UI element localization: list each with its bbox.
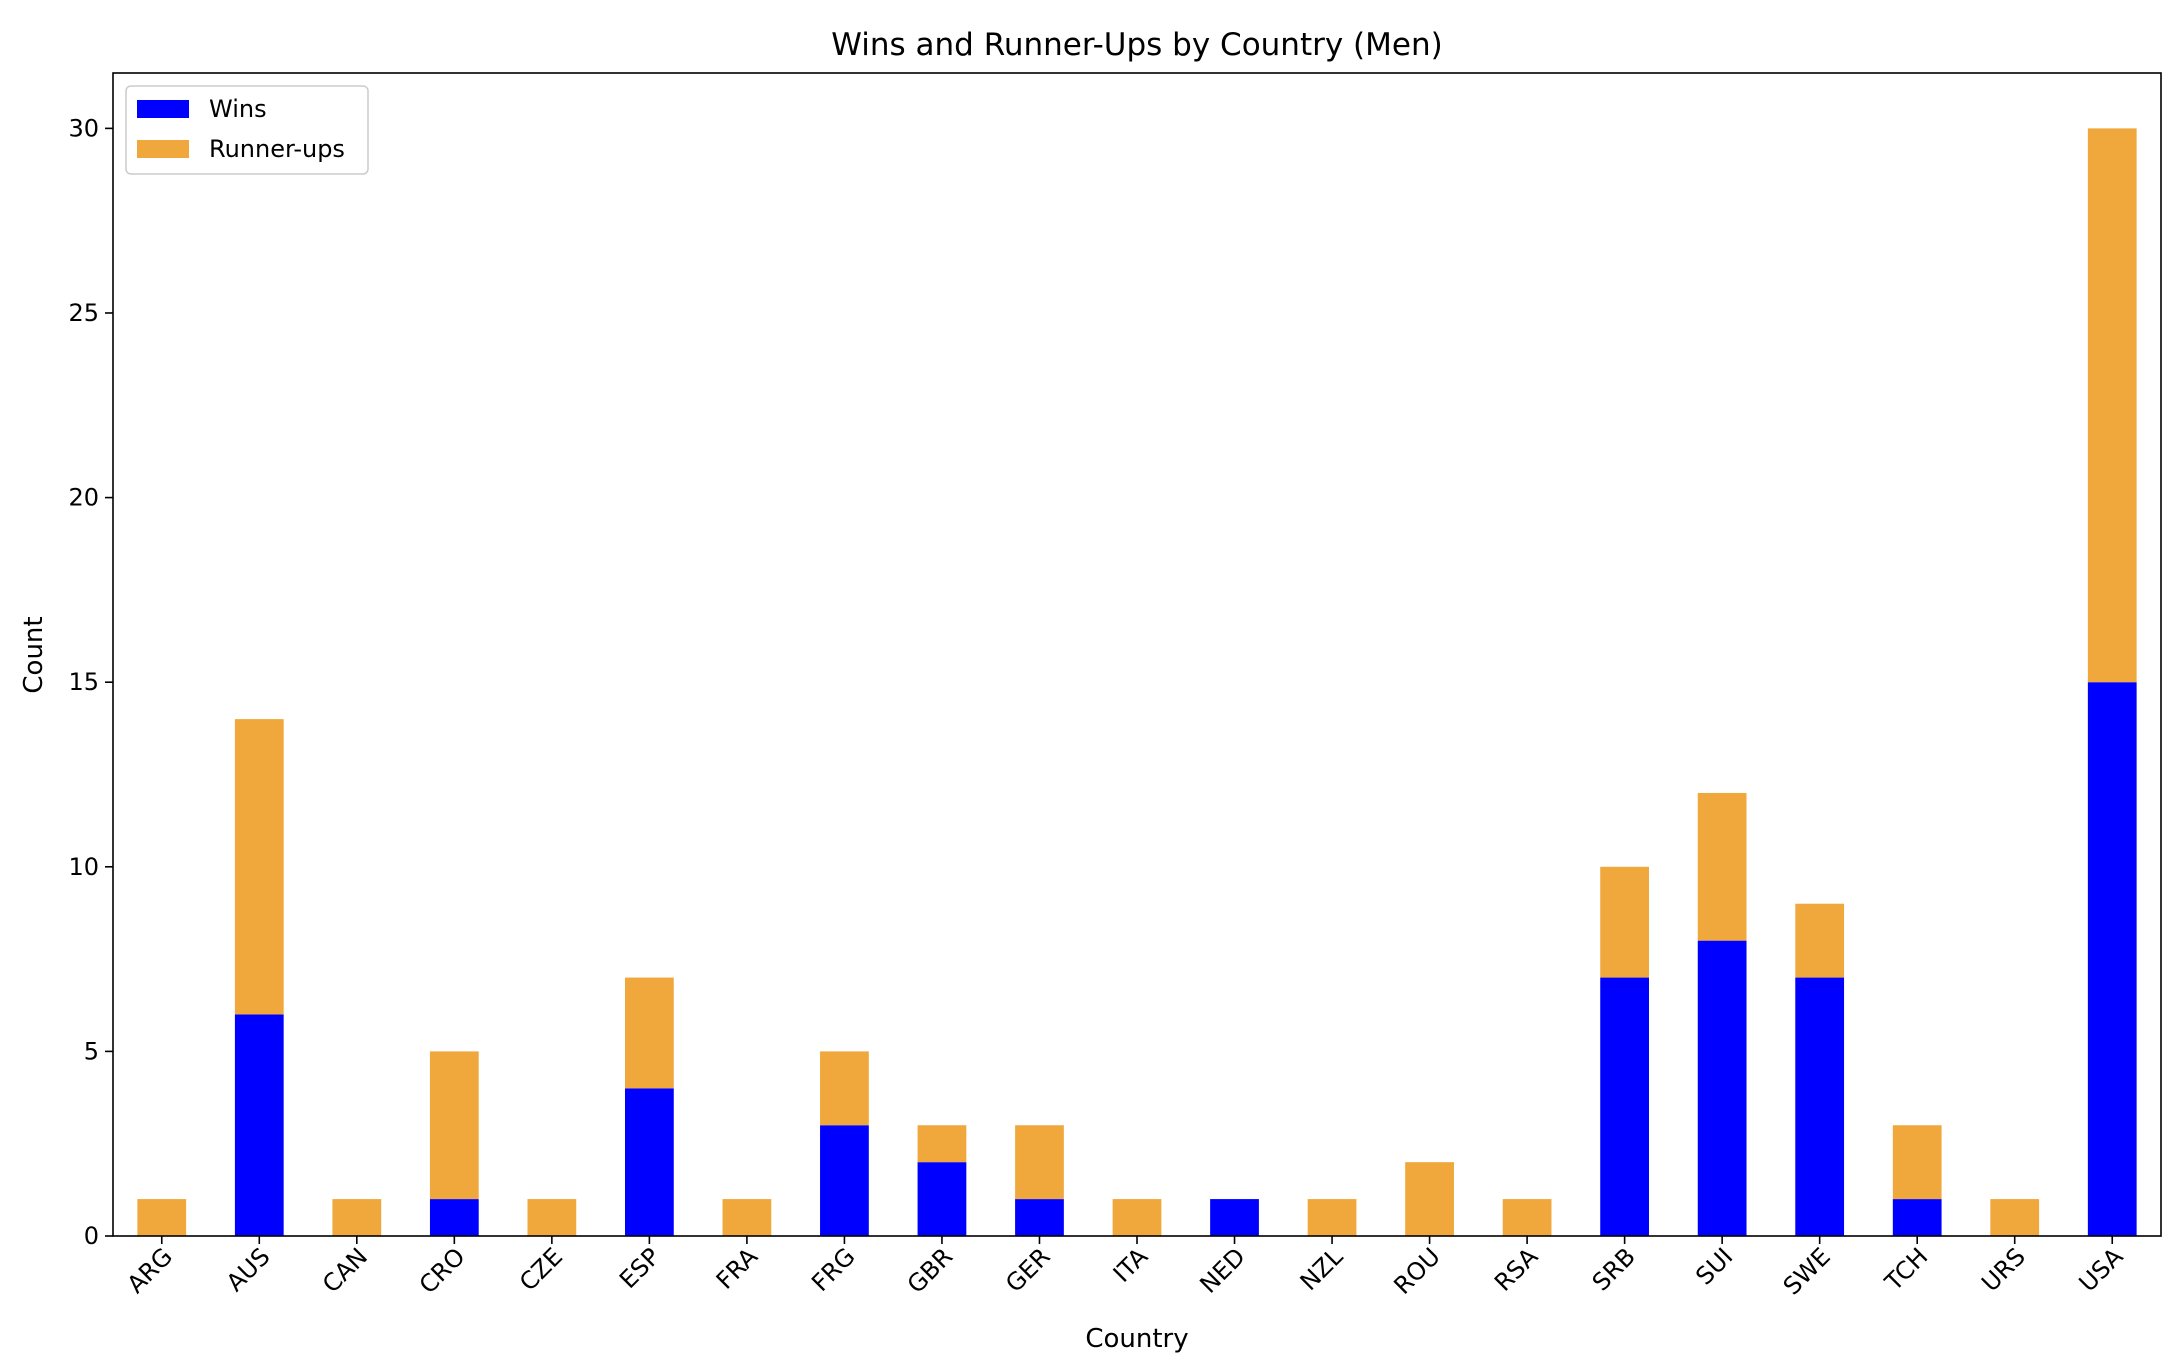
- y-tick-label: 30: [68, 114, 99, 142]
- plot-bars: [137, 128, 2137, 1236]
- x-tick-label-usa: USA: [2074, 1242, 2129, 1297]
- x-axis: ARG AUS CAN CRO CZE ESP FRA FRG GBR GER ITA NED NZL R…: [122, 1236, 2129, 1301]
- x-axis-label: Country: [1085, 1324, 1188, 1354]
- x-tick-label-rsa: RSA: [1489, 1242, 1544, 1297]
- bar-runner-ups-ger: [1015, 1125, 1064, 1200]
- x-tick-label-arg: ARG: [122, 1242, 178, 1298]
- bar-wins-gbr: [917, 1162, 967, 1236]
- bar-runner-ups-srb: [1600, 866, 1649, 978]
- x-tick-label-can: CAN: [317, 1242, 373, 1298]
- bar-wins-usa: [2087, 682, 2137, 1236]
- bar-wins-ger: [1015, 1199, 1064, 1236]
- legend-swatch-wins: [137, 100, 189, 118]
- bar-runner-ups-cze: [527, 1199, 577, 1236]
- bar-runner-ups-nzl: [1307, 1199, 1357, 1236]
- bar-wins-frg: [820, 1125, 869, 1236]
- plot-frame: [112, 72, 2162, 1237]
- x-tick-label-cze: CZE: [514, 1242, 568, 1296]
- legend-label-runner-ups: Runner-ups: [209, 135, 345, 163]
- x-tick-label-frg: FRG: [806, 1242, 861, 1297]
- x-tick-label-srb: SRB: [1587, 1242, 1641, 1296]
- bar-wins-sui: [1697, 940, 1747, 1236]
- bar-runner-ups-rou: [1405, 1162, 1454, 1236]
- x-tick-label-nzl: NZL: [1295, 1242, 1349, 1296]
- y-tick-label: 0: [84, 1222, 99, 1250]
- legend-swatch-runner-ups: [137, 140, 189, 158]
- bar-runner-ups-usa: [2087, 128, 2137, 683]
- bar-wins-esp: [625, 1088, 674, 1236]
- x-tick-label-rou: ROU: [1388, 1242, 1445, 1299]
- bar-wins-srb: [1600, 977, 1649, 1236]
- x-tick-label-cro: CRO: [414, 1242, 471, 1299]
- bar-runner-ups-ita: [1112, 1199, 1162, 1236]
- y-tick-label: 15: [68, 668, 99, 696]
- bar-runner-ups-urs: [1990, 1199, 2040, 1236]
- bar-runner-ups-frg: [820, 1051, 869, 1126]
- bar-runner-ups-esp: [625, 977, 674, 1089]
- y-axis: 0 5 10 15 20 25 30: [68, 114, 113, 1250]
- x-tick-label-aus: AUS: [221, 1242, 276, 1297]
- x-tick-label-tch: TCH: [1879, 1242, 1933, 1296]
- x-tick-label-ned: NED: [1194, 1242, 1250, 1298]
- bar-wins-swe: [1795, 977, 1845, 1236]
- bar-wins-cro: [429, 1199, 479, 1236]
- y-axis-label: Count: [19, 616, 49, 693]
- x-tick-label-fra: FRA: [711, 1242, 764, 1295]
- legend-label-wins: Wins: [209, 95, 267, 123]
- legend: Wins Runner-ups: [125, 85, 369, 175]
- bar-runner-ups-rsa: [1502, 1199, 1552, 1236]
- x-tick-label-gbr: GBR: [902, 1242, 958, 1298]
- x-tick-label-urs: URS: [1976, 1242, 2031, 1297]
- bar-runner-ups-gbr: [917, 1125, 967, 1163]
- x-tick-label-sui: SUI: [1690, 1242, 1738, 1290]
- bar-runner-ups-cro: [429, 1051, 479, 1200]
- bar-runner-ups-can: [332, 1199, 382, 1236]
- bar-runner-ups-sui: [1697, 792, 1747, 941]
- bar-wins-aus: [234, 1014, 284, 1236]
- bar-runner-ups-fra: [722, 1199, 772, 1236]
- y-tick-label: 25: [68, 299, 99, 327]
- bar-wins-ned: [1210, 1199, 1259, 1236]
- bar-wins-tch: [1892, 1199, 1942, 1236]
- x-tick-label-swe: SWE: [1778, 1242, 1836, 1300]
- x-tick-label-ita: ITA: [1108, 1242, 1154, 1288]
- y-tick-label: 10: [68, 853, 99, 881]
- chart-title: Wins and Runner-Ups by Country (Men): [831, 27, 1442, 63]
- y-tick-label: 5: [84, 1037, 99, 1065]
- bar-runner-ups-swe: [1795, 903, 1845, 978]
- x-tick-label-ger: GER: [1000, 1242, 1055, 1297]
- bar-runner-ups-arg: [137, 1199, 187, 1236]
- bar-runner-ups-aus: [234, 719, 284, 1015]
- bar-runner-ups-tch: [1892, 1125, 1942, 1200]
- y-tick-label: 20: [68, 484, 99, 512]
- x-tick-label-esp: ESP: [614, 1242, 666, 1294]
